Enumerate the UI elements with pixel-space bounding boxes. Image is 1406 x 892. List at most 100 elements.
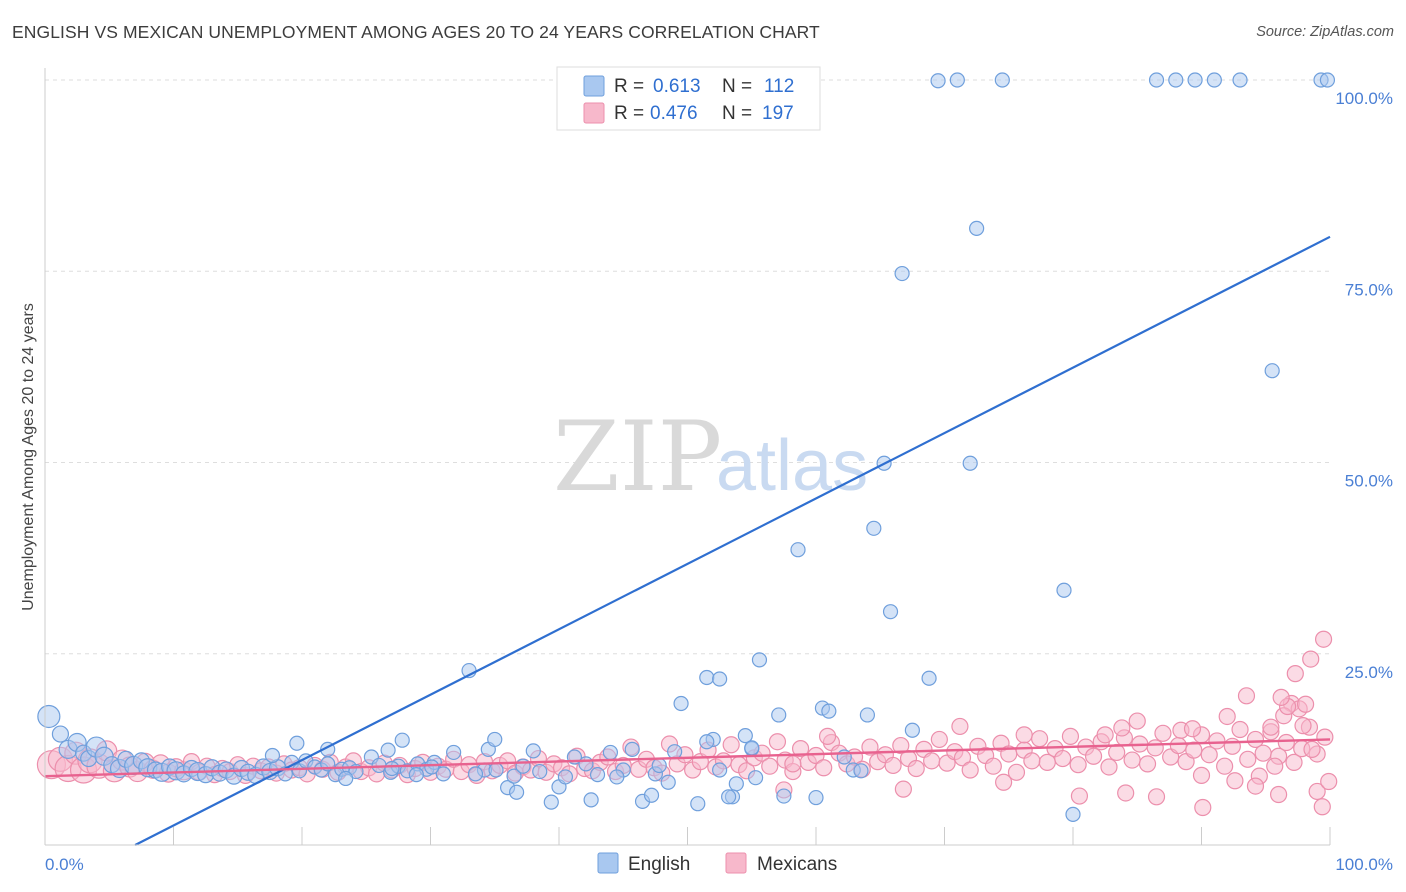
english-point: [969, 220, 985, 237]
english-point: [1148, 72, 1165, 88]
english-point: [853, 763, 869, 779]
source-credit: Source: ZipAtlas.com: [1256, 24, 1394, 40]
english-point: [808, 789, 824, 806]
watermark-zip: ZIP: [553, 401, 722, 513]
english-point: [578, 756, 594, 772]
english-point: [821, 703, 837, 719]
english-point: [408, 767, 424, 783]
mexicans-point: [1192, 766, 1211, 784]
mexicans-point: [1216, 757, 1234, 775]
english-point: [543, 794, 559, 810]
english-n-label: N =: [722, 76, 752, 97]
mexicans-point: [499, 752, 517, 770]
mexicans-swatch: [583, 102, 605, 124]
y-tick-label: 75.0%: [1345, 280, 1393, 299]
mexicans-trendline: [44, 738, 1331, 778]
mexicans-point: [815, 759, 833, 777]
mexicans-point: [1285, 753, 1303, 771]
watermark-atlas: atlas: [716, 426, 868, 506]
english-point: [643, 787, 660, 803]
english-point: [394, 732, 410, 748]
english-point: [508, 784, 525, 800]
mexicans-point: [1314, 630, 1333, 648]
english-point: [37, 704, 61, 729]
mexicans-point: [761, 757, 779, 775]
english-point: [699, 734, 715, 750]
english-point: [525, 743, 541, 759]
mexicans-point: [961, 761, 979, 779]
english-point: [776, 788, 792, 804]
english-r-value: 0.613: [653, 76, 701, 97]
english-point: [557, 769, 574, 785]
mexicans-point: [1296, 695, 1315, 713]
english-point: [1187, 72, 1203, 88]
y-tick-label: 25.0%: [1345, 663, 1393, 682]
mexicans-point: [1194, 798, 1212, 817]
english-point: [1232, 72, 1248, 88]
mexicans-r-value: 0.476: [650, 103, 698, 124]
mexicans-point: [1154, 724, 1172, 742]
english-point: [532, 763, 548, 780]
mexicans-point: [951, 717, 969, 736]
mexicans-point: [1239, 750, 1257, 768]
mexicans-point: [1286, 665, 1304, 683]
english-point: [737, 728, 753, 744]
mexicans-point: [1113, 719, 1131, 737]
mexicans-point: [1138, 755, 1157, 773]
mexicans-point: [1070, 787, 1089, 805]
mexicans-point: [1069, 756, 1087, 774]
english-point: [712, 762, 728, 778]
english-point: [1206, 72, 1222, 88]
mexicans-point: [861, 738, 879, 756]
mexicans-point: [1303, 740, 1321, 758]
english-point: [651, 757, 667, 774]
mexicans-point: [1100, 758, 1118, 776]
english-point: [424, 759, 440, 775]
mexicans-n-label: N =: [722, 103, 752, 124]
mexicans-point: [1200, 746, 1218, 764]
mexicans-point: [984, 757, 1002, 775]
english-point: [1056, 582, 1072, 598]
mexicans-n-value: 197: [762, 103, 794, 124]
english-point: [488, 762, 504, 778]
english-point: [699, 669, 715, 686]
axes: [44, 68, 1330, 846]
english-trendline: [134, 235, 1331, 846]
mexicans-point: [1147, 788, 1166, 806]
mexicans-point: [1146, 739, 1164, 757]
english-point: [744, 740, 760, 756]
english-n-value: 112: [764, 76, 794, 97]
english-point: [487, 731, 503, 748]
english-point: [712, 671, 728, 687]
english-point: [859, 707, 876, 723]
english-point: [949, 72, 965, 88]
english-point: [602, 744, 619, 761]
english-point: [1264, 363, 1280, 379]
mexicans-point: [1030, 730, 1049, 748]
mexicans-point: [1237, 687, 1256, 705]
mexicans-point: [1015, 726, 1033, 744]
mexicans-point: [1262, 718, 1280, 736]
english-point: [673, 695, 689, 712]
english-point: [1065, 806, 1081, 823]
english-point: [609, 769, 625, 785]
english-point: [506, 768, 522, 784]
english-point: [446, 744, 462, 761]
mexicans-point: [1277, 733, 1295, 752]
english-point: [790, 542, 806, 558]
mexicans-point: [784, 755, 802, 773]
mexicans-point: [930, 730, 948, 749]
english-point: [721, 789, 737, 805]
mexicans-point: [722, 736, 740, 754]
english-point: [882, 604, 899, 620]
english-point: [771, 707, 787, 723]
english-point: [624, 741, 640, 757]
mexicans-point: [791, 740, 810, 758]
chart-title: ENGLISH VS MEXICAN UNEMPLOYMENT AMONG AG…: [12, 22, 820, 42]
english-point: [690, 796, 706, 812]
mexicans-point: [1183, 720, 1202, 738]
legend-mexicans-swatch: [725, 852, 747, 874]
mexicans-point: [1007, 763, 1026, 781]
legend-mexicans-label: Mexicans: [757, 854, 837, 875]
mexicans-point: [1269, 785, 1288, 804]
